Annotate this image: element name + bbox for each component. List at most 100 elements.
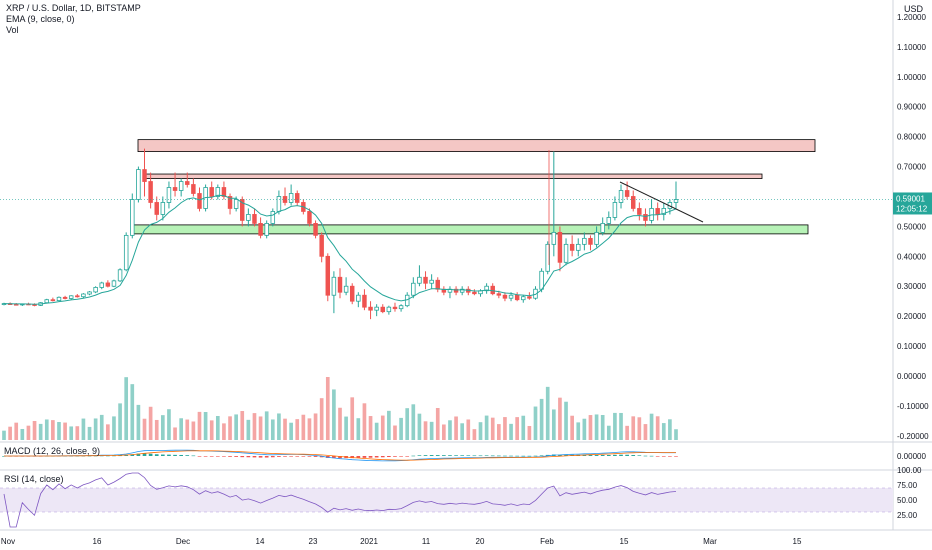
macd-hist-bar xyxy=(332,456,336,459)
candle-body xyxy=(166,187,172,203)
volume-bar xyxy=(124,377,129,440)
macd-hist-bar xyxy=(674,456,678,457)
volume-bar xyxy=(325,377,330,440)
candle-body xyxy=(215,187,221,197)
volume-bar xyxy=(625,425,629,440)
macd-line xyxy=(4,449,676,462)
zone-green xyxy=(130,224,809,235)
candle-body xyxy=(105,282,111,287)
macd-hist-bar xyxy=(454,455,458,456)
volume-bar xyxy=(478,422,483,440)
macd-hist-bar xyxy=(301,456,306,457)
candle-body xyxy=(111,280,117,287)
volume-bar xyxy=(228,416,232,440)
macd-hist-bar xyxy=(411,455,416,457)
macd-hist-bar xyxy=(270,456,275,458)
volume-bar xyxy=(154,419,159,440)
macd-hist-bar xyxy=(307,456,312,457)
price-tick-label: 0.90000 xyxy=(897,103,926,112)
macd-hist-bar xyxy=(417,455,422,456)
time-tick-label: 20 xyxy=(476,537,485,546)
candle-body xyxy=(569,243,575,251)
time-tick-label: 11 xyxy=(422,537,431,546)
volume-bar xyxy=(405,408,410,440)
candle-body xyxy=(624,190,630,197)
macd-hist-bar xyxy=(429,455,434,456)
volume-bar xyxy=(51,420,55,440)
volume-bar xyxy=(631,416,636,440)
volume-bar xyxy=(295,419,300,440)
candle-body xyxy=(276,196,282,212)
price-tick-label: 1.20000 xyxy=(897,13,926,22)
volume-bar xyxy=(539,398,544,440)
volume-bar xyxy=(564,401,568,440)
candle-body xyxy=(75,295,80,298)
macd-hist-bar xyxy=(509,455,513,457)
time-tick-label: Nov xyxy=(1,537,15,546)
candle-body xyxy=(435,279,440,290)
candle-body xyxy=(386,306,392,313)
candle-body xyxy=(44,299,49,304)
candle-body xyxy=(123,234,129,271)
price-tick-label: 0.50000 xyxy=(897,222,926,231)
candle-body xyxy=(374,306,379,311)
candle-body xyxy=(62,296,68,299)
ema-legend: EMA (9, close, 0) xyxy=(6,14,75,24)
time-tick-label: 14 xyxy=(256,537,265,546)
volume-bar xyxy=(356,418,361,440)
volume-bar xyxy=(106,424,110,440)
macd-hist-bar xyxy=(600,455,605,456)
macd-hist-bar xyxy=(661,456,666,457)
volume-bar xyxy=(503,417,507,440)
volume-bar xyxy=(350,397,355,440)
macd-hist-bar xyxy=(619,454,623,456)
candle-body xyxy=(557,231,563,263)
volume-bar xyxy=(332,389,336,440)
macd-hist-bar xyxy=(374,456,379,458)
volume-bar xyxy=(93,418,98,440)
macd-hist-bar xyxy=(319,456,324,458)
volume-bar xyxy=(222,423,226,440)
macd-hist-bar xyxy=(478,455,483,457)
macd-hist-bar xyxy=(631,455,636,456)
candle-body xyxy=(673,199,679,203)
candle-body xyxy=(655,208,660,215)
price-tick-label: -0.10000 xyxy=(897,402,929,411)
price-tick-label: 0.20000 xyxy=(897,312,926,321)
candle-body xyxy=(423,276,428,284)
candle-body xyxy=(661,208,667,215)
volume-bar xyxy=(301,414,306,440)
rsi-tick-label: 100.00 xyxy=(897,466,922,475)
macd-hist-bar xyxy=(118,455,122,457)
candle-body xyxy=(221,187,227,197)
candle-body xyxy=(343,285,349,293)
volume-bar xyxy=(393,425,397,440)
volume-bar xyxy=(472,429,477,440)
macd-hist-bar xyxy=(442,455,446,456)
candle-body xyxy=(527,296,532,299)
volume-bar xyxy=(674,429,678,440)
candle-body xyxy=(313,223,318,236)
volume-bar xyxy=(637,417,642,440)
currency-label: USD xyxy=(904,4,924,14)
rsi-tick-label: 75.00 xyxy=(897,481,918,490)
volume-bar xyxy=(252,413,257,440)
macd-tick-label: 0.00000 xyxy=(897,452,926,461)
macd-hist-bar xyxy=(197,456,202,457)
volume-bar xyxy=(655,416,660,440)
candle-body xyxy=(81,293,86,298)
macd-hist-bar xyxy=(246,456,251,458)
volume-bar xyxy=(454,416,458,440)
rsi-tick-label: 50.00 xyxy=(897,496,918,505)
candle-body xyxy=(356,294,361,302)
candle-body xyxy=(606,217,612,224)
candle-body xyxy=(514,294,520,301)
macd-hist-bar xyxy=(558,454,562,456)
volume-bar xyxy=(136,404,141,440)
macd-hist-bar xyxy=(209,456,214,457)
trendline xyxy=(619,181,704,223)
volume-bar xyxy=(87,426,92,440)
time-tick-label: 15 xyxy=(620,537,629,546)
volume-bar xyxy=(668,419,672,440)
